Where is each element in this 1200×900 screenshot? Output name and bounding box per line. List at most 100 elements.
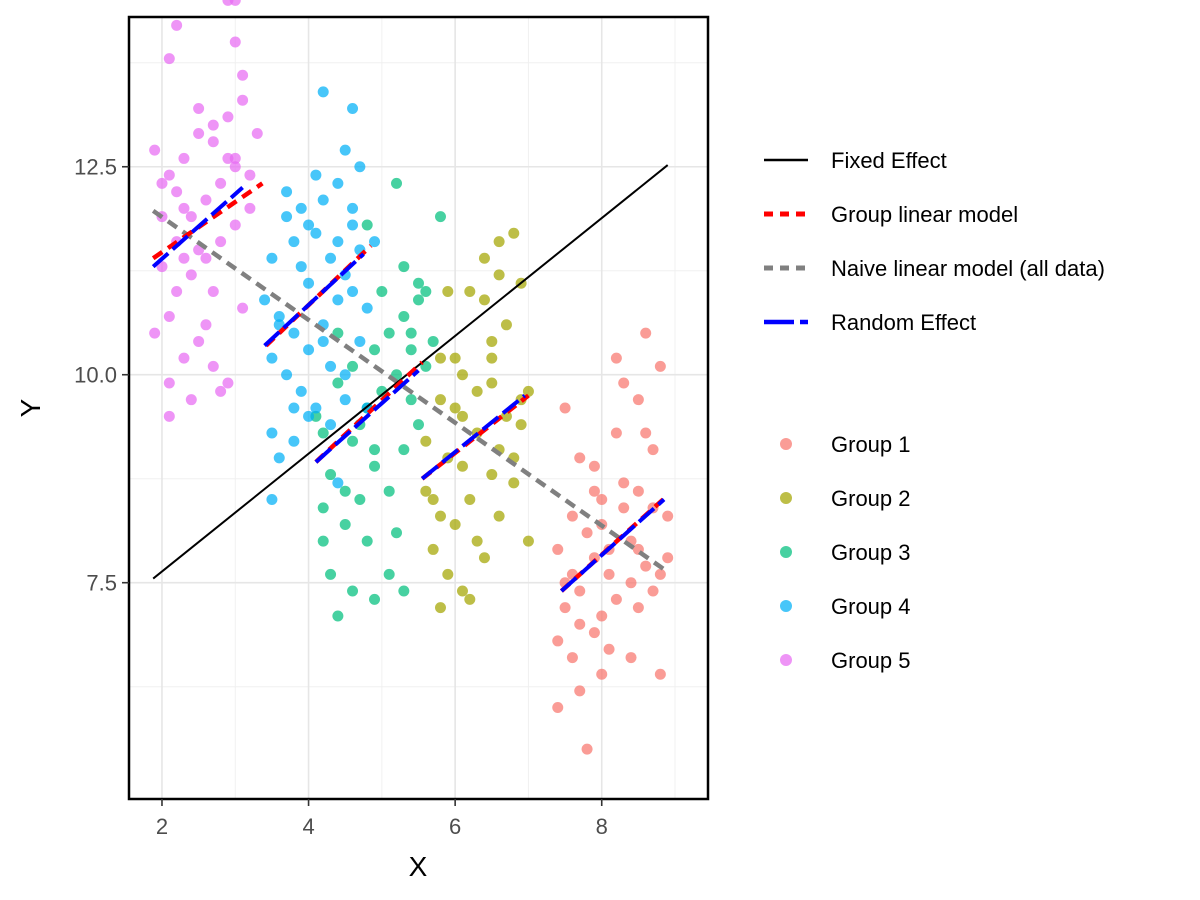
data-point-group-4	[295, 202, 307, 214]
data-point-group-5	[215, 385, 227, 397]
data-point-group-3	[317, 535, 329, 547]
data-point-group-3	[391, 177, 403, 189]
data-point-group-1	[581, 527, 593, 539]
data-point-group-4	[303, 344, 315, 356]
data-point-group-5	[178, 352, 190, 364]
data-point-group-1	[610, 427, 622, 439]
data-point-group-2	[522, 385, 534, 397]
data-point-group-1	[625, 577, 637, 589]
random-effect-line	[263, 252, 365, 348]
data-point-group-4	[281, 186, 293, 198]
scatter-points	[149, 0, 674, 755]
data-point-group-5	[200, 252, 212, 264]
data-point-group-1	[559, 402, 571, 414]
data-point-group-1	[603, 568, 615, 580]
legend-label-group-1: Group 1	[831, 432, 911, 457]
data-point-group-5	[200, 319, 212, 331]
group-linear-model-line	[264, 244, 373, 348]
data-point-group-3	[398, 585, 410, 597]
y-axis-title: Y	[15, 398, 46, 417]
data-point-group-4	[317, 335, 329, 347]
data-point-group-1	[566, 652, 578, 664]
legend-label-group-4: Group 4	[831, 594, 911, 619]
data-point-group-1	[654, 668, 666, 680]
data-point-group-5	[215, 177, 227, 189]
data-point-group-1	[647, 585, 659, 597]
data-point-group-1	[566, 510, 578, 522]
data-point-group-5	[229, 152, 241, 164]
data-point-group-3	[317, 502, 329, 514]
data-point-group-2	[500, 319, 512, 331]
plot-panel-border	[127, 15, 710, 801]
data-point-group-4	[281, 211, 293, 223]
axis-ticks: 2 4 6 8 7.5 10.0 12.5	[74, 155, 608, 839]
data-point-group-5	[185, 211, 197, 223]
data-point-group-3	[347, 360, 359, 372]
data-point-group-5	[171, 286, 183, 298]
data-point-group-4	[288, 236, 300, 248]
data-point-group-1	[596, 668, 608, 680]
data-point-group-4	[273, 452, 285, 464]
data-point-group-2	[420, 485, 432, 497]
data-point-group-4	[332, 477, 344, 489]
data-point-group-4	[288, 327, 300, 339]
data-point-group-3	[325, 568, 337, 580]
data-point-group-1	[654, 360, 666, 372]
data-point-group-4	[273, 310, 285, 322]
data-point-group-1	[618, 377, 630, 389]
data-point-group-1	[596, 494, 608, 506]
data-point-group-2	[434, 352, 446, 364]
random-effect-line	[560, 498, 666, 593]
data-point-group-4	[303, 277, 315, 289]
data-point-group-2	[456, 369, 468, 381]
data-point-group-2	[434, 602, 446, 614]
data-point-group-2	[478, 552, 490, 564]
data-point-group-1	[588, 627, 600, 639]
data-point-group-2	[522, 535, 534, 547]
data-point-group-5	[163, 310, 175, 322]
data-point-group-1	[640, 327, 652, 339]
data-point-group-4	[259, 294, 271, 306]
data-point-group-4	[281, 369, 293, 381]
data-point-group-2	[456, 410, 468, 422]
group-linear-model-line	[559, 493, 670, 593]
data-point-group-3	[369, 593, 381, 605]
data-point-group-4	[288, 435, 300, 447]
data-point-group-2	[449, 518, 461, 530]
data-point-group-1	[574, 452, 586, 464]
data-point-group-4	[347, 219, 359, 231]
data-point-group-2	[478, 294, 490, 306]
data-point-group-1	[618, 502, 630, 514]
data-point-group-2	[486, 469, 498, 481]
data-point-group-4	[303, 410, 315, 422]
data-point-group-2	[486, 335, 498, 347]
x-tick-label: 4	[302, 814, 314, 839]
data-point-group-1	[552, 635, 564, 647]
data-point-group-4	[310, 227, 322, 239]
data-point-group-2	[471, 535, 483, 547]
data-point-group-5	[178, 252, 190, 264]
data-point-group-5	[178, 202, 190, 214]
data-point-group-4	[266, 252, 278, 264]
data-point-group-5	[229, 161, 241, 173]
data-point-group-2	[442, 286, 454, 298]
data-point-group-1	[610, 352, 622, 364]
legend-label-group-3: Group 3	[831, 540, 911, 565]
data-point-group-2	[486, 352, 498, 364]
random-effect-line	[314, 369, 420, 464]
legend-key-group-5	[780, 654, 792, 666]
data-point-group-2	[420, 435, 432, 447]
data-point-group-1	[618, 477, 630, 489]
data-point-group-4	[339, 144, 351, 156]
data-point-group-3	[427, 335, 439, 347]
data-point-group-3	[405, 344, 417, 356]
data-point-group-5	[193, 335, 205, 347]
data-point-group-2	[449, 352, 461, 364]
data-point-group-4	[295, 385, 307, 397]
data-point-group-3	[369, 444, 381, 456]
data-point-group-5	[237, 302, 249, 314]
data-point-group-4	[361, 302, 373, 314]
legend-key-group-1	[780, 438, 792, 450]
data-point-group-5	[207, 136, 219, 148]
